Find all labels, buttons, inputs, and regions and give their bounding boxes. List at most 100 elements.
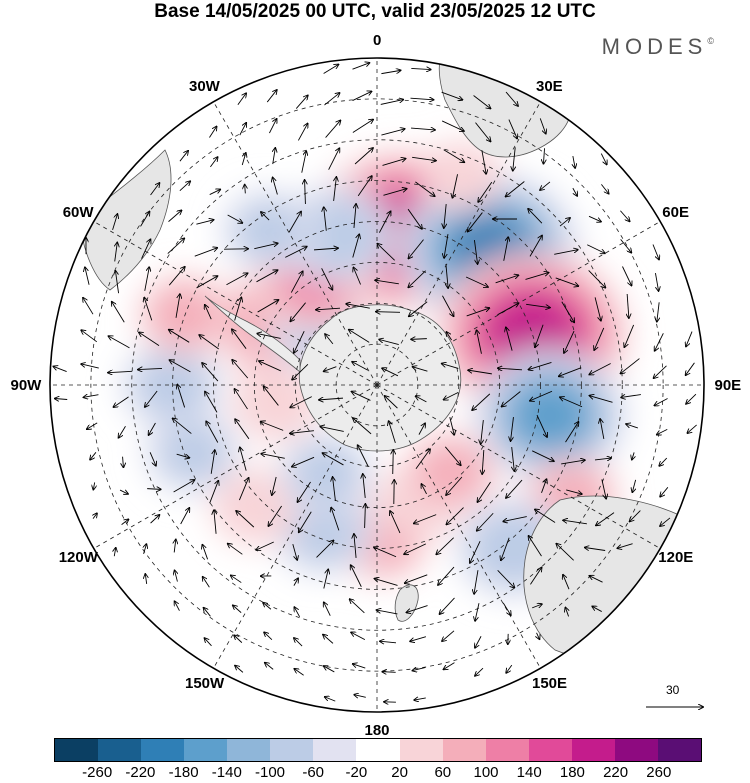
- wind-arrow: [294, 578, 298, 586]
- wind-arrow: [601, 479, 606, 498]
- wind-arrow: [444, 234, 449, 258]
- wind-arrow: [112, 302, 125, 323]
- wind-arrow: [503, 516, 527, 522]
- wind-arrow: [556, 544, 574, 561]
- wind-arrow: [559, 367, 582, 377]
- wind-arrow: [319, 398, 344, 400]
- wind-arrow: [139, 332, 160, 346]
- wind-arrow: [594, 458, 611, 460]
- wind-arrow: [529, 361, 552, 369]
- wind-arrow: [465, 276, 488, 287]
- colorbar-segment: [442, 739, 486, 761]
- wind-arrow: [350, 599, 365, 614]
- wind-arrow: [237, 93, 246, 105]
- wind-arrow: [477, 512, 494, 531]
- wind-arrow: [686, 331, 693, 347]
- wind-arrow: [512, 447, 515, 471]
- wind-arrow: [436, 537, 454, 555]
- wind-arrow: [305, 180, 306, 205]
- wind-arrow: [351, 632, 366, 640]
- wind-arrow: [468, 212, 483, 232]
- wind-arrow: [261, 422, 284, 431]
- wind-arrow: [592, 606, 602, 612]
- wind-arrow: [81, 330, 98, 343]
- wind-arrow: [686, 362, 695, 375]
- wind-arrow: [168, 267, 185, 286]
- wind-scale-label: 30: [666, 683, 680, 697]
- wind-arrow: [537, 632, 540, 639]
- wind-arrow: [325, 334, 334, 345]
- wind-arrow: [113, 396, 129, 407]
- wind-arrow: [497, 570, 515, 587]
- wind-arrow: [236, 511, 255, 528]
- wind-arrow: [353, 268, 361, 285]
- colorbar-tick-label: -180: [168, 764, 199, 781]
- wind-arrow: [385, 396, 398, 409]
- wind-arrow: [632, 479, 635, 492]
- wind-arrow: [145, 390, 158, 407]
- latitude-circle: [172, 180, 582, 590]
- wind-arrow: [380, 100, 404, 105]
- latitude-circle: [131, 139, 623, 631]
- wind-arrow: [144, 544, 147, 555]
- wind-arrow: [333, 477, 336, 501]
- colorbar-tick-label: -140: [211, 764, 242, 781]
- meridian-line: [93, 221, 378, 386]
- wind-arrow: [554, 250, 578, 255]
- wind-arrow: [440, 597, 455, 614]
- wind-arrow: [555, 277, 579, 286]
- wind-arrow: [112, 214, 118, 231]
- wind-arrow: [144, 298, 153, 321]
- wind-arrow: [150, 515, 160, 524]
- wind-arrow: [202, 363, 219, 382]
- wind-arrow: [354, 534, 356, 558]
- wind-arrow: [290, 431, 314, 434]
- wind-arrow: [294, 607, 301, 618]
- wind-arrow: [239, 123, 246, 136]
- wind-arrow: [411, 339, 427, 340]
- colorbar-tick-label: -60: [302, 764, 325, 781]
- anomaly-field: [122, 140, 629, 598]
- wind-arrow: [446, 476, 463, 495]
- wind-arrow: [686, 393, 697, 404]
- wind-arrow: [263, 603, 272, 610]
- brand-mark: ©: [707, 36, 714, 46]
- wind-arrow: [141, 239, 151, 259]
- wind-arrow: [475, 667, 484, 676]
- wind-arrow: [168, 210, 182, 222]
- map-boundary: [49, 57, 705, 713]
- longitude-label: 90E: [714, 376, 742, 394]
- wind-arrow: [502, 602, 511, 615]
- wind-arrow: [660, 487, 669, 496]
- wind-arrow: [209, 189, 221, 195]
- wind-arrow: [379, 339, 399, 345]
- wind-arrow: [382, 368, 399, 377]
- colorbar-segment: [614, 739, 658, 761]
- wind-arrow: [377, 244, 395, 261]
- wind-arrow: [316, 308, 341, 310]
- wind-arrow: [382, 672, 396, 673]
- wind-arrow: [654, 398, 668, 406]
- meridian-line: [376, 384, 661, 549]
- wind-arrow: [438, 566, 455, 585]
- wind-arrow: [297, 481, 311, 502]
- wind-arrow: [630, 510, 641, 522]
- anomaly-blob: [211, 467, 300, 545]
- colorbar-segment: [399, 739, 443, 761]
- wind-arrow: [209, 127, 216, 138]
- wind-arrow: [109, 336, 130, 349]
- colorbar-tick-label: -260: [82, 764, 113, 781]
- wind-arrow: [405, 574, 428, 583]
- wind-arrow: [443, 149, 465, 162]
- wind-arrow: [561, 301, 574, 323]
- wind-arrow: [357, 176, 372, 197]
- longitude-label: 120E: [658, 549, 694, 566]
- wind-arrow: [269, 119, 276, 134]
- wind-arrow: [390, 511, 401, 534]
- wind-arrow: [481, 150, 486, 174]
- wind-arrow: [475, 122, 490, 142]
- colorbar-labels: -260 -220 -180 -140 -100 -60 -20 20 60 100 140 180 2…: [0, 764, 750, 782]
- wind-arrow: [227, 214, 243, 223]
- wind-arrow: [175, 294, 180, 318]
- wind-arrow: [412, 667, 426, 670]
